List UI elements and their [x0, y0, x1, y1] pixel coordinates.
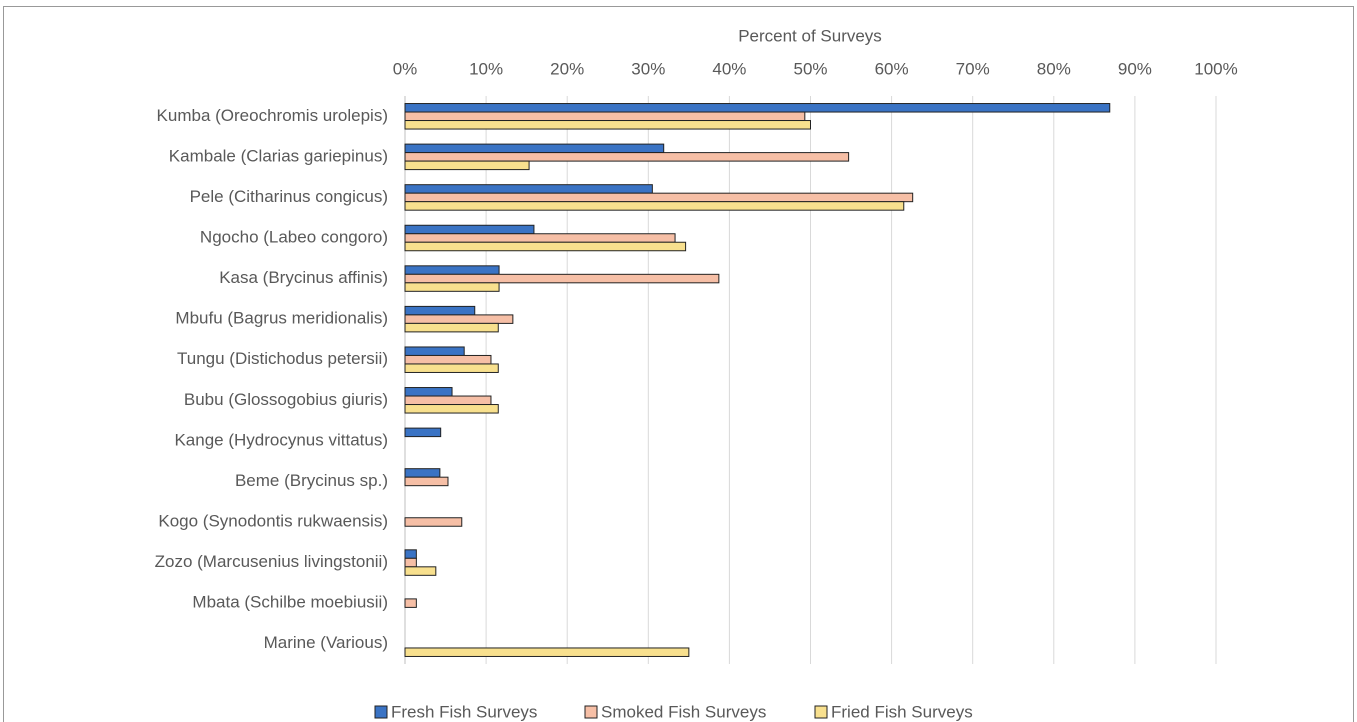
x-tick-label: 0%: [393, 59, 418, 78]
bar: [404, 120, 811, 130]
y-tick-label: Zozo (Marcusenius livingstonii): [155, 552, 388, 571]
x-tick-label: 20%: [550, 59, 584, 78]
y-tick-label: Ngocho (Labeo congoro): [200, 227, 388, 246]
x-tick-label: 90%: [1118, 59, 1152, 78]
x-tick-label: 10%: [469, 59, 503, 78]
y-tick-label: Mbufu (Bagrus meridionalis): [175, 309, 388, 328]
y-tick-label: Kange (Hydrocynus vittatus): [174, 430, 388, 449]
legend-swatch: [814, 705, 828, 719]
x-tick-label: 30%: [631, 59, 665, 78]
bar: [404, 346, 465, 356]
x-axis-title: Percent of Surveys: [738, 26, 882, 45]
bar: [404, 647, 690, 657]
bar: [404, 201, 905, 211]
y-tick-label: Mbata (Schilbe moebiusii): [192, 593, 388, 612]
bar: [404, 517, 463, 527]
bar: [404, 184, 653, 194]
x-tick-label: 100%: [1194, 59, 1237, 78]
bar: [404, 395, 492, 406]
x-tick-label: 40%: [712, 59, 746, 78]
bar: [404, 427, 442, 438]
y-tick-label: Bubu (Glossogobius giuris): [184, 390, 388, 409]
x-tick-label: 50%: [793, 59, 827, 78]
bar: [404, 241, 687, 252]
bar: [404, 282, 500, 292]
frame: [3, 6, 1354, 722]
bar: [404, 305, 476, 316]
bar: [404, 143, 665, 154]
bar: [404, 566, 437, 576]
legend-label: Fried Fish Surveys: [831, 702, 973, 721]
bar: [404, 314, 514, 324]
bar: [404, 273, 720, 284]
x-tick-label: 70%: [956, 59, 990, 78]
y-tick-label: Tungu (Distichodus petersii): [177, 349, 388, 368]
bar: [404, 363, 499, 373]
bar: [404, 103, 1111, 113]
bar: [404, 476, 449, 487]
legend-label: Fresh Fish Surveys: [391, 702, 537, 721]
bar: [404, 265, 500, 275]
bar: [404, 557, 417, 568]
bar: [404, 387, 453, 397]
bar: [404, 152, 850, 162]
bar: [404, 233, 676, 243]
legend-swatch: [374, 705, 388, 719]
bar: [404, 160, 530, 171]
legend-label: Smoked Fish Surveys: [601, 702, 766, 721]
bar: [404, 322, 499, 333]
bar: [404, 224, 535, 235]
bar: [404, 598, 417, 608]
bar: [404, 354, 492, 365]
y-tick-label: Marine (Various): [264, 633, 388, 652]
y-tick-label: Kambale (Clarias gariepinus): [169, 146, 388, 165]
y-tick-label: Pele (Citharinus congicus): [190, 187, 388, 206]
y-tick-label: Beme (Brycinus sp.): [235, 471, 388, 490]
bar: [404, 192, 914, 203]
bar: [404, 468, 441, 478]
bar: [404, 111, 806, 122]
y-tick-label: Kasa (Brycinus affinis): [219, 268, 388, 287]
bar: [404, 549, 417, 559]
bar: [404, 404, 499, 414]
x-tick-label: 60%: [875, 59, 909, 78]
legend-swatch: [584, 705, 598, 719]
y-tick-label: Kogo (Synodontis rukwaensis): [158, 511, 388, 530]
y-tick-label: Kumba (Oreochromis urolepis): [157, 106, 388, 125]
x-tick-label: 80%: [1037, 59, 1071, 78]
